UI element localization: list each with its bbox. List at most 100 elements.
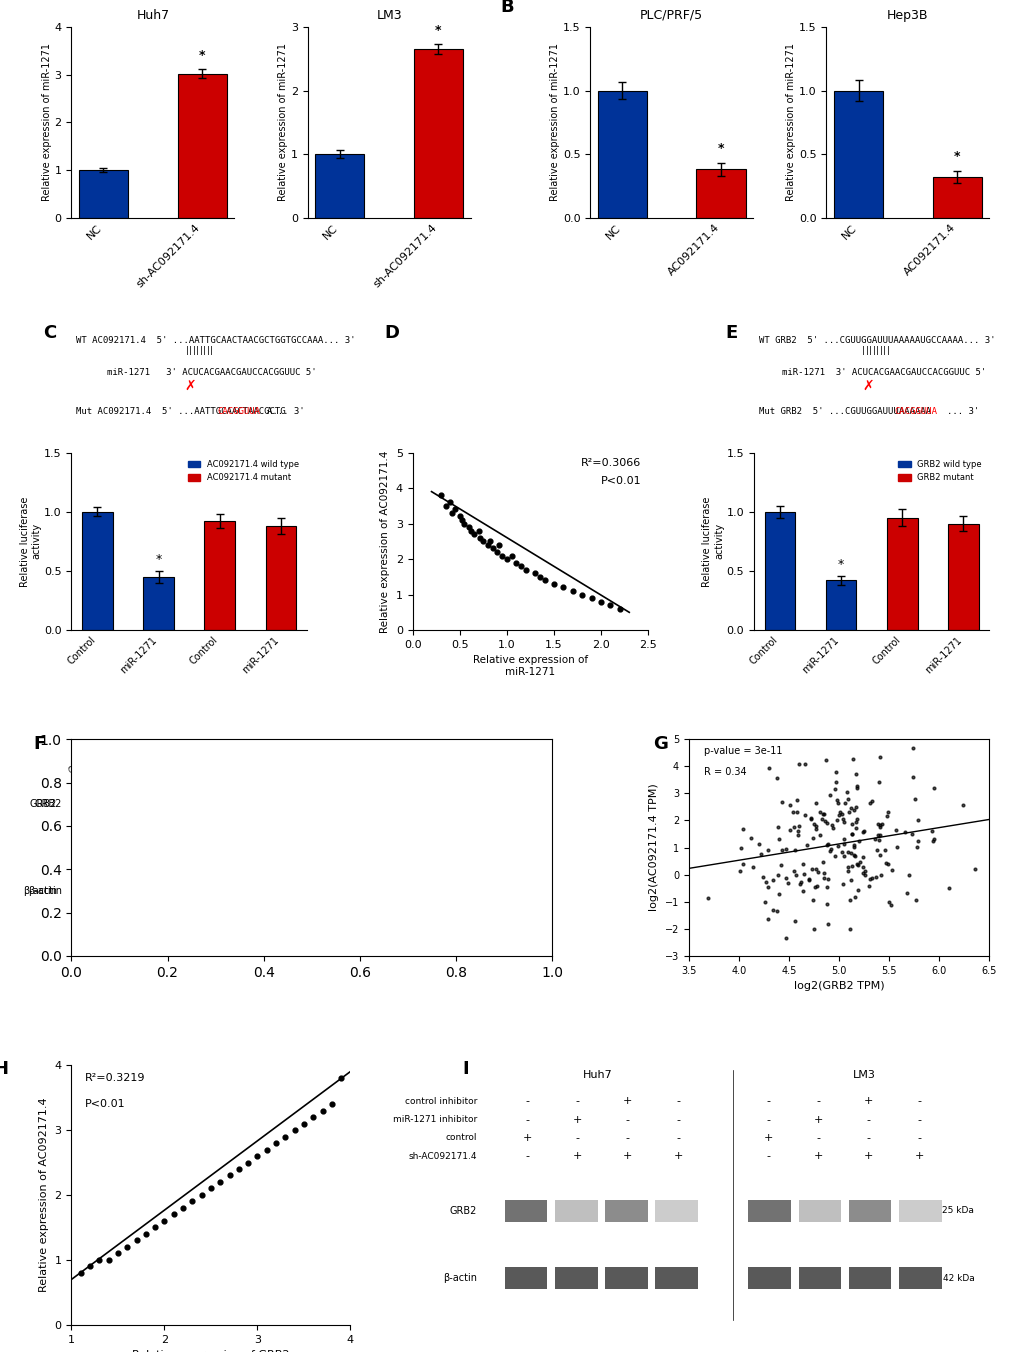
Point [795, 880, 811, 902]
Point [776, 927, 793, 949]
Point [871, 815, 888, 837]
Text: *: * [199, 49, 205, 62]
Bar [76, 794, 111, 815]
Point [804, 827, 820, 849]
Point [866, 827, 882, 849]
Text: CACGGUUA: CACGGUUA [217, 407, 260, 416]
Text: |: | [185, 346, 189, 356]
Bar [554, 1267, 597, 1288]
Bar [270, 879, 305, 903]
Point [839, 788, 855, 810]
Text: E: E [726, 324, 738, 342]
Point [791, 873, 807, 895]
Point [777, 838, 794, 860]
Point [907, 888, 923, 910]
Point [924, 777, 941, 799]
Point [479, 534, 495, 556]
Text: -: - [916, 1114, 920, 1125]
Text: |: | [879, 346, 882, 356]
Point [848, 764, 864, 786]
Text: 42 kDa: 42 kDa [942, 1274, 973, 1283]
Point [878, 853, 895, 875]
Point [822, 838, 839, 860]
Text: GRB2: GRB2 [35, 799, 62, 810]
Point [771, 854, 788, 876]
Point [826, 771, 843, 792]
Bar [265, 526, 296, 630]
Point [909, 810, 925, 831]
Text: A... 3': A... 3' [267, 407, 304, 416]
Point [863, 790, 879, 811]
Text: |: | [868, 346, 871, 356]
Point [781, 794, 797, 815]
Point [735, 818, 751, 840]
Point [768, 865, 785, 887]
Point [815, 867, 832, 888]
Point [119, 1236, 136, 1257]
Text: -: - [866, 1133, 870, 1142]
Point [836, 792, 852, 814]
Point [788, 788, 804, 810]
Point [828, 790, 845, 811]
Point [788, 802, 804, 823]
Point [472, 527, 488, 549]
Text: -: - [575, 1133, 579, 1142]
Text: +: + [813, 1114, 822, 1125]
Point [800, 868, 816, 890]
Y-axis label: Relative luciferase
activity: Relative luciferase activity [19, 496, 41, 587]
Bar [315, 154, 364, 218]
Bar [170, 794, 205, 815]
Point [856, 860, 872, 882]
Point [268, 1132, 284, 1153]
Point [165, 1203, 181, 1225]
Point [221, 1164, 237, 1186]
Point [819, 868, 836, 890]
Point [750, 833, 766, 854]
Point [807, 815, 823, 837]
Text: -: - [765, 1151, 769, 1161]
Point [744, 857, 760, 879]
Bar [554, 1199, 597, 1221]
Point [871, 746, 888, 768]
Text: -: - [525, 1114, 529, 1125]
Text: +: + [522, 1133, 532, 1142]
Point [819, 914, 836, 936]
Point [848, 777, 864, 799]
Bar [350, 879, 385, 903]
Title: LM3: LM3 [376, 8, 401, 22]
Bar [696, 169, 745, 218]
Text: miR-1271 inhibitor: miR-1271 inhibitor [392, 1115, 477, 1124]
Point [753, 844, 769, 865]
Point [845, 844, 861, 865]
Text: -: - [676, 1114, 680, 1125]
Point [796, 753, 812, 775]
Point [889, 837, 905, 859]
Point [830, 802, 847, 823]
Point [830, 803, 847, 825]
Point [432, 484, 448, 506]
Point [785, 800, 801, 822]
Point [785, 817, 801, 838]
Text: |: | [196, 346, 199, 356]
Bar [748, 1199, 791, 1221]
Point [437, 495, 453, 516]
Point [531, 566, 547, 588]
Point [863, 868, 879, 890]
Point [759, 876, 775, 898]
Text: LM3: LM3 [852, 1071, 874, 1080]
Point [258, 1138, 274, 1160]
Point [790, 819, 806, 841]
Point [780, 872, 796, 894]
Bar [107, 794, 143, 815]
Point [770, 829, 787, 850]
Bar [82, 512, 112, 630]
Point [332, 1067, 348, 1088]
Point [880, 891, 897, 913]
Point [734, 853, 750, 875]
Point [507, 552, 524, 573]
Point [484, 538, 500, 560]
Point [305, 1106, 321, 1128]
Point [798, 834, 814, 856]
Point [230, 1159, 247, 1180]
Text: Control: Control [216, 754, 245, 776]
